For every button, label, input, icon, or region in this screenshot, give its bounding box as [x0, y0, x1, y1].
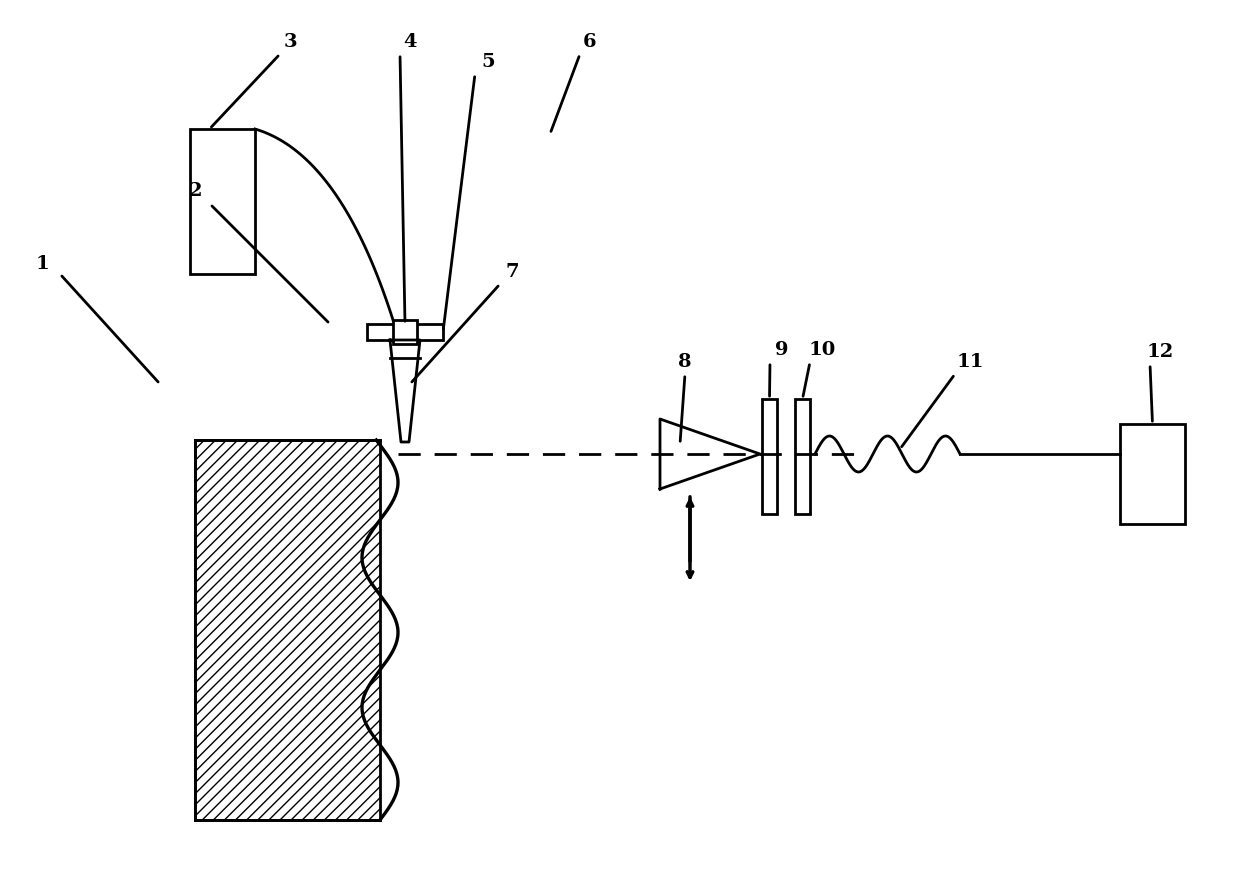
Text: 5: 5	[481, 53, 495, 71]
Text: 9: 9	[775, 341, 789, 359]
Bar	[367, 324, 443, 340]
Text: 2: 2	[188, 182, 202, 200]
Text: 7: 7	[505, 263, 518, 281]
Bar	[190, 129, 255, 274]
Text: 1: 1	[35, 255, 48, 273]
Text: 10: 10	[808, 341, 836, 359]
Text: 4: 4	[403, 33, 417, 51]
Bar	[195, 440, 379, 820]
Text: 8: 8	[678, 353, 692, 371]
Text: 11: 11	[956, 353, 983, 371]
Bar	[1120, 424, 1185, 524]
Text: 6: 6	[583, 33, 596, 51]
Bar	[393, 320, 417, 344]
Bar	[795, 399, 810, 514]
Bar	[763, 399, 777, 514]
Text: 3: 3	[283, 33, 296, 51]
Text: 12: 12	[1146, 343, 1173, 361]
